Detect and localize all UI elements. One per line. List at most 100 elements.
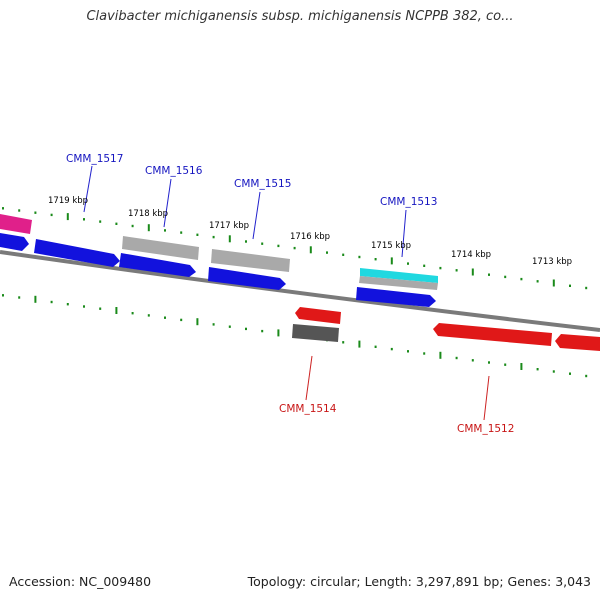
leader-cmm-1514: [305, 355, 313, 401]
minor-tick: [455, 356, 458, 360]
minor-tick: [536, 368, 539, 371]
minor-tick: [34, 211, 37, 214]
leader-cmm-1517: [83, 165, 93, 213]
gene-arrow-cmm-1512-red[interactable]: [433, 323, 552, 346]
scale-label-1715: 1715 kbp: [371, 241, 411, 251]
forward-scale-ticks: [2, 207, 588, 290]
minor-tick: [407, 262, 409, 265]
gene-bar-cmm-1516-gray[interactable]: [122, 236, 199, 260]
gene-label-cmm-1517[interactable]: CMM_1517: [66, 153, 123, 165]
reverse-scale-ticks: [2, 294, 588, 378]
gene-label-cmm-1515[interactable]: CMM_1515: [234, 178, 291, 190]
minor-tick: [212, 235, 215, 239]
minor-tick: [552, 370, 555, 373]
minor-tick: [180, 318, 183, 322]
minor-tick: [569, 372, 571, 375]
gene-arrow-cmm-1517[interactable]: [34, 239, 120, 267]
major-tick: [277, 329, 280, 337]
leader-cmm-1512: [483, 375, 490, 421]
major-tick: [34, 295, 37, 303]
gene-bar-cmm-1515-gray[interactable]: [211, 249, 290, 272]
minor-tick: [326, 251, 328, 254]
major-tick: [66, 213, 69, 221]
minor-tick: [585, 286, 588, 290]
minor-tick: [147, 314, 150, 317]
minor-tick: [585, 374, 588, 378]
gene-label-cmm-1514[interactable]: CMM_1514: [279, 403, 337, 415]
minor-tick: [455, 269, 458, 272]
minor-tick: [423, 264, 426, 267]
minor-tick: [439, 266, 442, 270]
minor-tick: [277, 244, 280, 248]
minor-tick: [212, 323, 215, 326]
minor-tick: [66, 303, 69, 306]
minor-tick: [18, 209, 21, 212]
minor-tick: [261, 329, 264, 333]
minor-tick: [504, 363, 507, 366]
gene-bar-cmm-1513-cyan[interactable]: [360, 268, 438, 283]
minor-tick: [228, 325, 231, 328]
gene-arrow-cmm-1513-blue[interactable]: [356, 287, 436, 307]
scale-label-1716: 1716 kbp: [290, 232, 330, 242]
scale-label-1717: 1717 kbp: [209, 221, 249, 231]
major-tick: [309, 246, 312, 254]
topology-text: Topology: circular; Length: 3,297,891 bp…: [247, 574, 591, 589]
major-tick: [115, 307, 118, 314]
major-tick: [358, 340, 361, 348]
scale-label-1714: 1714 kbp: [451, 250, 491, 260]
minor-tick: [18, 296, 21, 299]
minor-tick: [261, 242, 264, 245]
gene-arrow-left-edge[interactable]: [0, 233, 29, 251]
minor-tick: [569, 284, 571, 287]
accession-text: Accession: NC_009480: [9, 574, 152, 589]
gene-arrow-right-edge-red[interactable]: [555, 334, 600, 351]
major-tick: [147, 224, 150, 232]
minor-tick: [471, 359, 474, 362]
minor-tick: [115, 222, 118, 225]
minor-tick: [374, 258, 377, 261]
minor-tick: [504, 275, 507, 279]
minor-tick: [488, 273, 490, 276]
major-tick: [228, 235, 231, 243]
minor-tick: [99, 307, 102, 310]
gene-label-cmm-1512[interactable]: CMM_1512: [457, 423, 514, 435]
map-title: Clavibacter michiganensis subsp. michiga…: [86, 9, 514, 24]
minor-tick: [196, 233, 199, 236]
major-tick: [439, 351, 442, 359]
minor-tick: [423, 352, 426, 355]
minor-tick: [488, 361, 490, 364]
major-tick: [390, 257, 393, 265]
gene-bar-cmm-1514-dark[interactable]: [292, 324, 339, 342]
minor-tick: [374, 345, 377, 348]
magenta-feature[interactable]: [0, 214, 32, 234]
gene-label-cmm-1513[interactable]: CMM_1513: [380, 196, 437, 208]
minor-tick: [50, 213, 53, 217]
major-tick: [471, 268, 474, 276]
minor-tick: [83, 218, 85, 221]
minor-tick: [131, 312, 134, 315]
major-tick: [196, 318, 199, 326]
gene-arrow-cmm-1515-blue[interactable]: [208, 267, 286, 290]
minor-tick: [2, 207, 4, 210]
minor-tick: [2, 294, 4, 297]
leader-cmm-1516: [163, 178, 172, 228]
scale-label-1718: 1718 kbp: [128, 209, 168, 219]
minor-tick: [131, 224, 134, 228]
gene-arrow-cmm-1514-red[interactable]: [295, 307, 341, 324]
minor-tick: [390, 347, 393, 351]
minor-tick: [164, 229, 166, 232]
minor-tick: [536, 280, 539, 283]
major-tick: [520, 363, 523, 370]
minor-tick: [99, 220, 102, 223]
minor-tick: [293, 246, 296, 250]
minor-tick: [245, 327, 247, 331]
minor-tick: [245, 240, 247, 243]
scale-label-1713: 1713 kbp: [532, 257, 572, 267]
scale-label-1719: 1719 kbp: [48, 196, 88, 206]
gene-label-cmm-1516[interactable]: CMM_1516: [145, 165, 203, 177]
gene-bar-cmm-1513-gray[interactable]: [359, 276, 438, 290]
gene-arrow-cmm-1516-blue[interactable]: [119, 253, 196, 277]
minor-tick: [342, 341, 345, 344]
minor-tick: [342, 253, 345, 256]
